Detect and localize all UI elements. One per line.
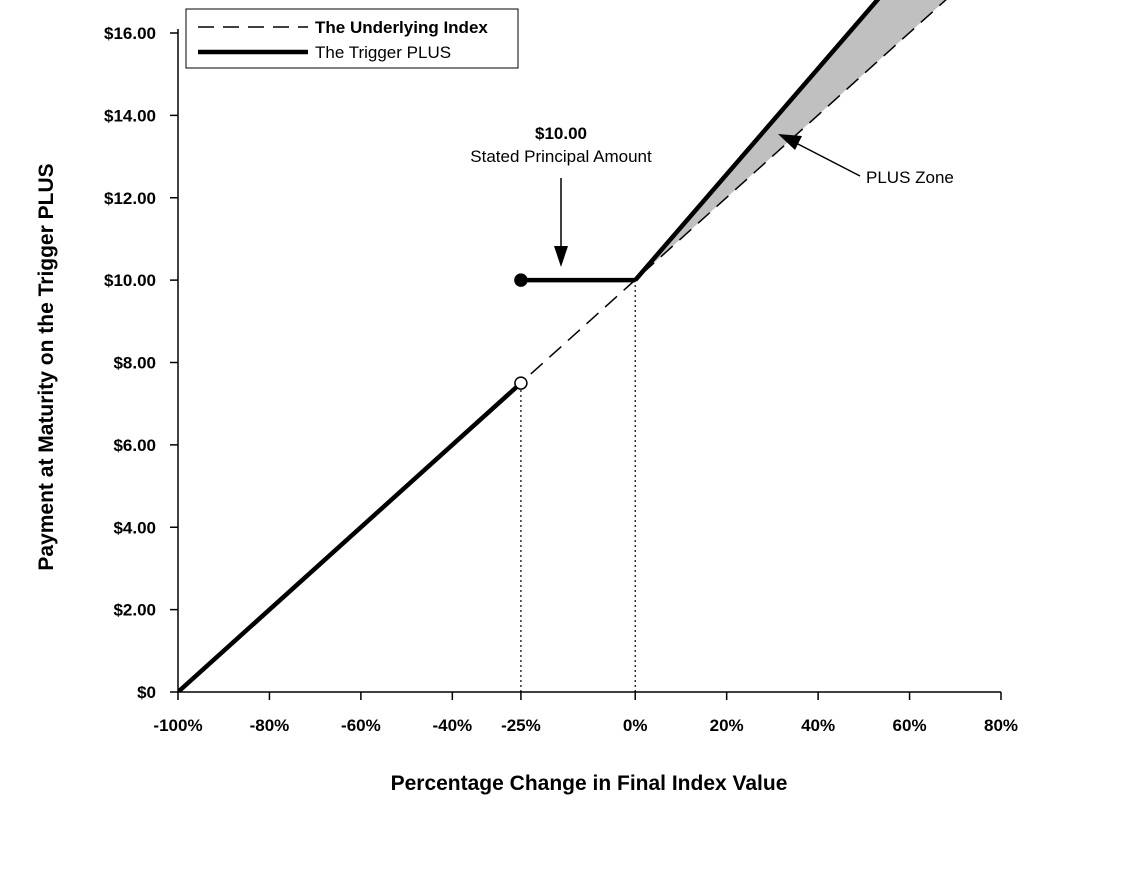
x-tick-label: -80% [250,716,290,735]
legend-label-trigger-plus: The Trigger PLUS [315,43,451,62]
x-tick-label: -40% [432,716,472,735]
axes [170,29,1002,700]
marker-open [514,376,528,390]
x-tick-label: 20% [710,716,744,735]
y-tick-label: $10.00 [104,271,156,290]
plus-zone-arrow-shaft [795,142,861,177]
x-tick-label: 40% [801,716,835,735]
y-tick-label: $12.00 [104,189,156,208]
legend: The Underlying Index The Trigger PLUS [185,8,519,69]
principal-arrow-head [554,246,568,267]
series-trigger-plus-segment-2 [633,0,881,282]
plus-zone-shading [635,0,946,280]
y-tick-label: $4.00 [113,518,156,537]
plus-zone-area [635,0,946,280]
y-axis-title: Payment at Maturity on the Trigger PLUS [35,163,58,570]
y-tick-label: $6.00 [113,436,156,455]
y-tick-label: $0 [137,683,156,702]
x-tick-label: 60% [893,716,927,735]
principal-annotation-label: Stated Principal Amount [470,147,652,166]
tick-labels: -100% -80% -60% -40% -25% 0% 20% 40% 60% 80% $0 $2.… [104,24,1018,735]
legend-box [185,8,519,69]
y-tick-label: $2.00 [113,601,156,620]
series-lines [178,0,947,692]
y-tick-label: $8.00 [113,354,156,373]
x-tick-label: -25% [501,716,541,735]
plus-zone-arrow-head [778,134,802,150]
y-tick-label: $16.00 [104,24,156,43]
principal-annotation-value: $10.00 [535,124,587,143]
y-tick-label: $14.00 [104,106,156,125]
x-tick-label: 0% [623,716,648,735]
marker-filled [514,273,528,287]
series-trigger-plus-segment-0 [178,381,523,692]
plus-zone-label: PLUS Zone [866,168,954,187]
plus-zone-annotation: PLUS Zone [778,134,954,187]
x-tick-label: -60% [341,716,381,735]
reference-lines [520,280,636,692]
x-tick-label: -100% [153,716,202,735]
x-axis-title: Percentage Change in Final Index Value [391,772,788,795]
x-tick-label: 80% [984,716,1018,735]
markers [514,273,528,390]
legend-label-underlying-index: The Underlying Index [315,18,488,37]
principal-annotation: $10.00 Stated Principal Amount [470,124,652,267]
